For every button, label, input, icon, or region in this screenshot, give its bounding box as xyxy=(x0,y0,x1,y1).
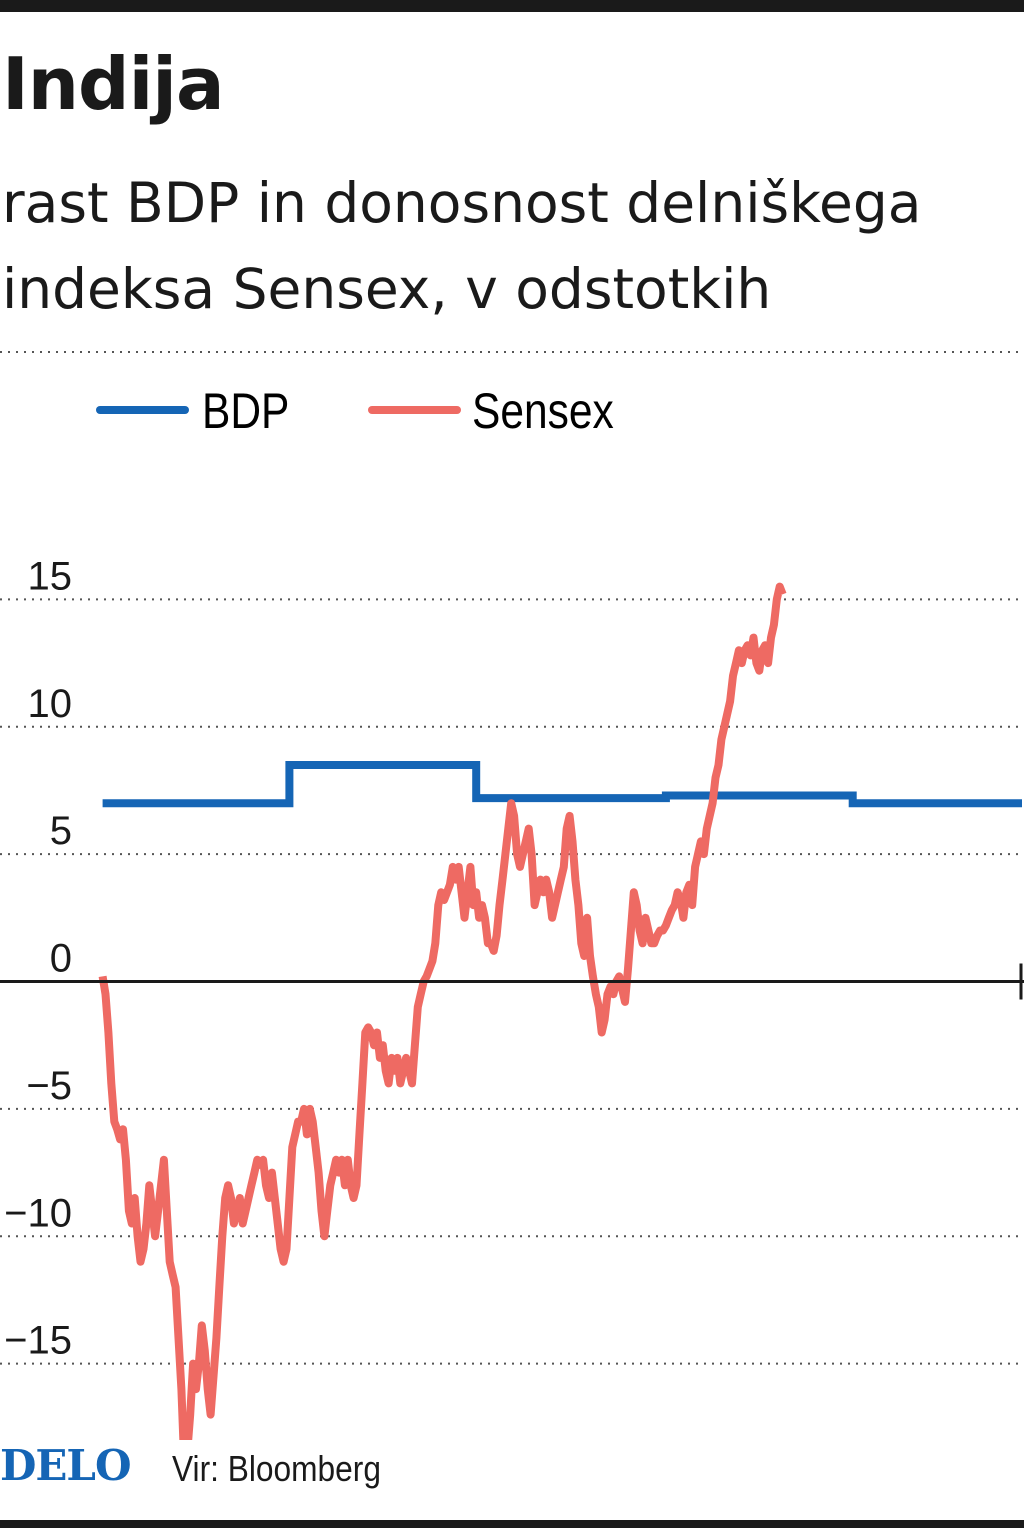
y-tick-label: 15 xyxy=(28,554,73,598)
legend-sensex-label: Sensex xyxy=(472,383,614,439)
y-tick-label: −15 xyxy=(4,1319,72,1363)
y-tick-label: 5 xyxy=(50,809,72,853)
chart-subtitle: rast BDP in donosnost delniškega indeksa… xyxy=(2,171,922,321)
delo-logo: DELO xyxy=(0,1441,132,1490)
series-line-sensex xyxy=(98,582,787,1440)
series-line-bdp xyxy=(102,761,1022,808)
y-tick-label: −5 xyxy=(26,1064,72,1108)
y-tick-label: −10 xyxy=(4,1191,72,1235)
grid-lines xyxy=(0,351,1024,1365)
axes xyxy=(0,963,1024,1000)
source-note: Vir: Bloomberg xyxy=(172,1448,381,1489)
y-tick-label: 10 xyxy=(28,682,73,726)
y-tick-label: 0 xyxy=(50,937,72,981)
bottom-rule xyxy=(0,1520,1024,1528)
top-rule xyxy=(0,0,1024,12)
legend: BDP Sensex xyxy=(96,383,614,439)
series-group xyxy=(98,582,1022,1440)
chart-title: Indija xyxy=(2,42,225,126)
legend-bdp-label: BDP xyxy=(202,383,289,439)
